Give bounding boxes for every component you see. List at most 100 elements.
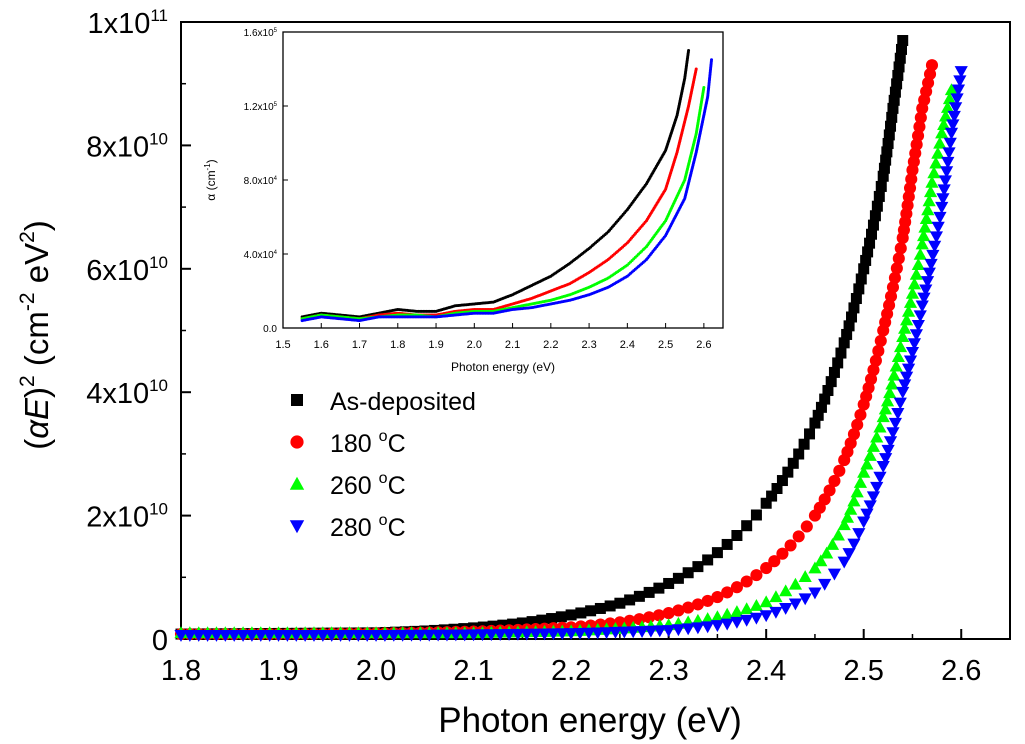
data-point [564,628,578,641]
data-point [882,137,894,149]
data-point [825,376,837,388]
legend-label: 260 oC [330,470,406,500]
data-point [885,120,897,132]
data-point [884,290,898,303]
data-point [879,453,893,465]
main-x-tick-label: 2.2 [551,655,591,687]
data-point [663,577,675,589]
data-point [776,475,788,487]
data-point [691,622,705,635]
data-point [864,237,876,249]
data-point [924,258,938,271]
data-point [710,620,725,633]
data-point [892,252,905,265]
data-point [691,598,704,611]
inset-y-tick-label: 1.2x105 [244,102,278,113]
data-point [672,604,685,617]
data-point [863,500,877,513]
data-point [788,598,803,611]
series-280-c [174,66,968,642]
data-point [759,610,773,623]
data-point [914,111,927,124]
data-point [815,401,827,413]
data-point [333,630,348,642]
main-x-tick-label: 1.8 [161,655,201,687]
data-point [827,568,842,581]
data-point [925,175,939,188]
inset-x-tick-label: 1.9 [428,339,443,351]
data-point [941,156,955,169]
data-point [626,626,640,639]
data-point [954,66,968,78]
data-point [935,126,949,139]
data-point [672,572,684,584]
data-point [946,119,960,132]
data-point [866,491,881,504]
data-point [866,440,881,452]
data-point [913,310,927,323]
data-point [644,625,658,638]
data-point [900,313,914,326]
data-point [750,509,762,521]
data-point [633,590,645,602]
data-point [555,628,569,641]
data-point [846,311,858,323]
data-point [913,247,927,260]
y-label-unit-exp-2: 2 [16,231,39,243]
data-point [937,184,951,197]
data-point [546,613,558,625]
main-y-axis-label: (αE)2 (cm-2 eV2) [16,220,55,450]
svg-text:α (cm-1): α (cm-1) [203,159,218,200]
inset-x-tick-label: 2.4 [620,339,635,351]
data-point [842,548,856,560]
data-point [926,249,940,262]
data-point [760,497,772,509]
data-point [943,137,957,150]
main-x-tick-label: 2.5 [844,655,884,687]
data-point [624,594,636,606]
data-point [431,629,445,642]
data-point [200,630,215,642]
data-point [953,75,967,88]
legend-item-as-deposited: As-deposited [291,388,476,416]
data-point [873,420,887,433]
data-point [898,379,912,392]
data-point [895,43,907,55]
data-point [800,520,813,533]
data-point [875,180,887,192]
data-point [901,363,916,376]
inset-y-axis-label: α (cm-1) [203,159,218,200]
inset-plot-frame [282,31,724,329]
data-point [922,194,936,207]
inset-y-tick-label: 0.0 [263,324,277,335]
data-point [804,428,816,440]
y-label-variable: αE [18,397,55,439]
data-point [792,530,805,543]
data-point [905,173,918,186]
main-x-tick-label: 2.3 [648,655,688,687]
main-y-tick-label: 8x1010 [86,129,168,163]
data-point [903,182,917,195]
data-point [844,502,858,515]
data-point [280,630,294,642]
data-point [784,539,797,552]
data-point [854,408,867,421]
data-point [922,267,936,280]
data-point [793,448,805,460]
data-point [585,605,597,617]
data-point [360,630,374,642]
data-point [711,547,723,559]
data-point [289,630,303,642]
data-point [582,627,596,640]
inset-y-label-base: α (cm [204,170,218,200]
data-point [893,61,905,73]
data-point [874,334,887,347]
data-point [798,593,812,606]
data-point [903,295,918,308]
data-point [869,354,882,367]
data-point [857,516,871,529]
data-point [818,578,832,591]
data-point [917,229,931,242]
data-point [731,530,743,542]
inset-x-ticks: 1.5 1.6 1.7 1.8 1.9 2.0 2.1 2.2 2.3 2.4 2.5 2.6 [275,323,712,351]
